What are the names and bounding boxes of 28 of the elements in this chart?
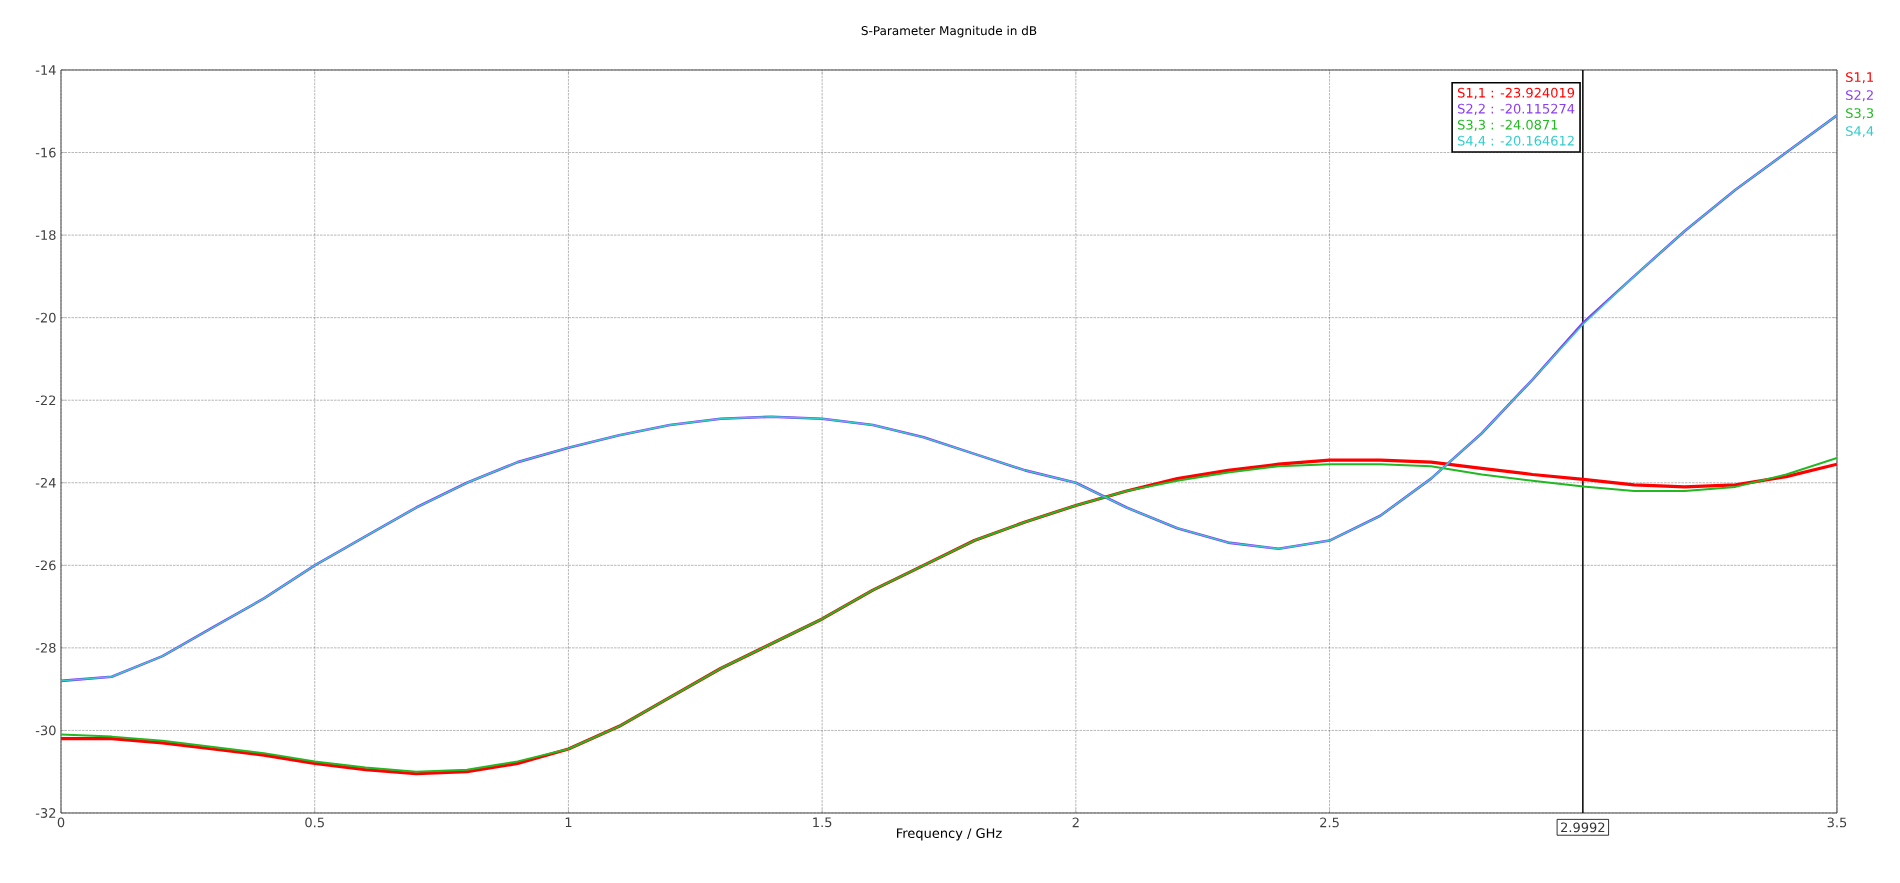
annotation: S2,2 : -20.115274 xyxy=(1457,103,1575,115)
series-label: S2,2 xyxy=(1846,90,1873,102)
x-tick-label: 2.5 xyxy=(1320,817,1339,828)
ref-line-label: 2.9992 xyxy=(1561,822,1605,833)
annotation: S3,3 : -24.0871 xyxy=(1457,119,1558,131)
x-tick-label: 3.5 xyxy=(1827,817,1847,828)
y-tick-label: -16 xyxy=(35,147,56,158)
annotation: S4,4 : -20.164612 xyxy=(1457,135,1574,147)
y-tick-label: -24 xyxy=(35,477,56,488)
x-tick-label: 1 xyxy=(565,817,572,827)
y-tick-label: -26 xyxy=(35,560,56,571)
y-tick-label: -18 xyxy=(35,230,56,241)
text: S3,3 xyxy=(1846,108,1874,120)
text: S1,1 xyxy=(1846,72,1873,84)
x-axis-title: Frequency / GHz xyxy=(897,828,1002,841)
y-tick-label: -32 xyxy=(35,808,56,818)
annotation: S1,1 : -23.924019 xyxy=(1457,87,1575,99)
x-tick-label: 0 xyxy=(57,817,65,828)
x-tick-label: 0.5 xyxy=(305,817,324,828)
y-tick-label: -14 xyxy=(35,65,56,75)
x-tick-label: 2 xyxy=(1072,817,1079,828)
y-tick-label: -30 xyxy=(35,725,56,736)
y-tick-label: -22 xyxy=(35,395,56,406)
chart-title: S-Parameter Magnitude in dB xyxy=(861,25,1037,38)
series-label: S4,4 xyxy=(1846,126,1874,138)
y-tick-label: -20 xyxy=(35,312,56,323)
x-tick-label: 1.5 xyxy=(813,817,832,828)
y-tick-label: -28 xyxy=(35,642,56,653)
